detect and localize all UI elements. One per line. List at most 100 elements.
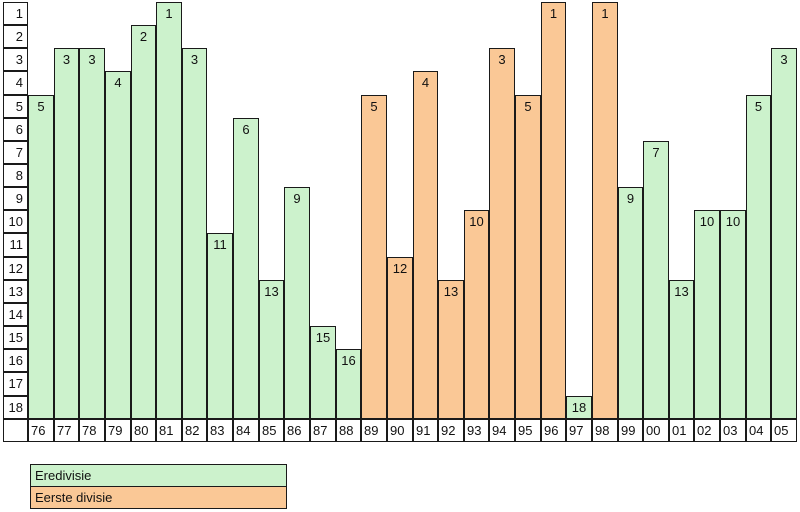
- x-tick-82: 82: [182, 419, 207, 442]
- x-tick-96: 96: [541, 419, 566, 442]
- y-tick-16: 16: [3, 349, 28, 372]
- bar-81: 1: [156, 2, 182, 419]
- bar-80: 2: [131, 25, 156, 419]
- x-tick-86: 86: [284, 419, 310, 442]
- x-tick-91: 91: [413, 419, 438, 442]
- bar-97: 18: [566, 396, 592, 419]
- bar-value-label: 3: [780, 52, 788, 67]
- bar-value-label: 15: [315, 330, 331, 345]
- y-tick-8: 8: [3, 164, 28, 187]
- bar-87: 15: [310, 326, 336, 419]
- bar-value-label: 6: [242, 122, 250, 137]
- y-tick-14: 14: [3, 303, 28, 326]
- x-tick-88: 88: [336, 419, 361, 442]
- bar-value-label: 7: [652, 145, 660, 160]
- bar-01: 13: [669, 280, 694, 419]
- y-tick-4: 4: [3, 71, 28, 95]
- bar-value-label: 3: [88, 52, 96, 67]
- bar-93: 10: [464, 210, 489, 419]
- bar-value-label: 5: [37, 99, 45, 114]
- bar-99: 9: [618, 187, 643, 419]
- bar-98: 1: [592, 2, 618, 419]
- bar-value-label: 12: [392, 261, 408, 276]
- bar-value-label: 1: [165, 6, 173, 21]
- bar-92: 13: [438, 280, 464, 419]
- x-tick-77: 77: [54, 419, 79, 442]
- x-tick-97: 97: [566, 419, 592, 442]
- bar-84: 6: [233, 118, 259, 419]
- bar-86: 9: [284, 187, 310, 419]
- x-tick-94: 94: [489, 419, 515, 442]
- x-tick-85: 85: [259, 419, 284, 442]
- y-tick-11: 11: [3, 233, 28, 257]
- bar-value-label: 3: [498, 52, 506, 67]
- y-tick-9: 9: [3, 187, 28, 210]
- bar-value-label: 16: [341, 353, 356, 368]
- x-tick-83: 83: [207, 419, 233, 442]
- bar-02: 10: [694, 210, 720, 419]
- y-tick-5: 5: [3, 95, 28, 118]
- bar-value-label: 5: [524, 99, 532, 114]
- bar-value-label: 13: [443, 284, 459, 299]
- x-tick-80: 80: [131, 419, 156, 442]
- bar-value-label: 5: [754, 99, 763, 114]
- y-tick-2: 2: [3, 25, 28, 48]
- x-tick-03: 03: [720, 419, 746, 442]
- bar-value-label: 4: [421, 75, 430, 90]
- bar-value-label: 1: [549, 6, 558, 21]
- bar-03: 10: [720, 210, 746, 419]
- bar-value-label: 13: [674, 284, 689, 299]
- bar-91: 4: [413, 71, 438, 419]
- bar-value-label: 5: [370, 99, 378, 114]
- bar-96: 1: [541, 2, 566, 419]
- legend-label-eredivisie: Eredivisie: [35, 468, 92, 483]
- bar-value-label: 1: [601, 6, 609, 21]
- y-tick-15: 15: [3, 326, 28, 349]
- y-tick-7: 7: [3, 141, 28, 164]
- bar-04: 5: [746, 95, 771, 419]
- legend-item-eerste-divisie: Eerste divisie: [30, 486, 287, 509]
- x-tick-92: 92: [438, 419, 464, 442]
- x-tick-76: 76: [28, 419, 54, 442]
- bar-value-label: 3: [62, 52, 71, 67]
- bar-value-label: 4: [114, 75, 122, 90]
- x-tick-90: 90: [387, 419, 413, 442]
- y-tick-10: 10: [3, 210, 28, 233]
- bar-95: 5: [515, 95, 541, 419]
- bar-89: 5: [361, 95, 387, 419]
- bar-value-label: 9: [626, 191, 635, 206]
- y-tick-13: 13: [3, 280, 28, 303]
- y-tick-17: 17: [3, 372, 28, 396]
- bar-82: 3: [182, 48, 207, 419]
- x-tick-00: 00: [643, 419, 669, 442]
- bar-value-label: 10: [469, 214, 484, 229]
- x-tick-84: 84: [233, 419, 259, 442]
- x-tick-98: 98: [592, 419, 618, 442]
- bar-value-label: 18: [571, 400, 587, 415]
- x-tick-99: 99: [618, 419, 643, 442]
- bar-94: 3: [489, 48, 515, 419]
- legend-label-eerste-divisie: Eerste divisie: [35, 490, 113, 505]
- x-tick-79: 79: [105, 419, 131, 442]
- bar-77: 3: [54, 48, 79, 419]
- bar-value-label: 2: [139, 29, 148, 44]
- x-tick-05: 05: [771, 419, 797, 442]
- legend-item-eredivisie: Eredivisie: [30, 464, 287, 487]
- bar-79: 4: [105, 71, 131, 419]
- bar-78: 3: [79, 48, 105, 419]
- bar-value-label: 10: [699, 214, 715, 229]
- bar-83: 11: [207, 233, 233, 419]
- x-tick-04: 04: [746, 419, 771, 442]
- bar-85: 13: [259, 280, 284, 419]
- x-tick-02: 02: [694, 419, 720, 442]
- bar-value-label: 10: [725, 214, 741, 229]
- bar-value-label: 9: [293, 191, 301, 206]
- bar-value-label: 13: [264, 284, 279, 299]
- x-tick-81: 81: [156, 419, 182, 442]
- y-tick-18: 18: [3, 396, 28, 419]
- y-tick-12: 12: [3, 257, 28, 280]
- legend: Eredivisie Eerste divisie: [30, 464, 287, 509]
- y-tick-1: 1: [3, 2, 28, 25]
- bar-05: 3: [771, 48, 797, 419]
